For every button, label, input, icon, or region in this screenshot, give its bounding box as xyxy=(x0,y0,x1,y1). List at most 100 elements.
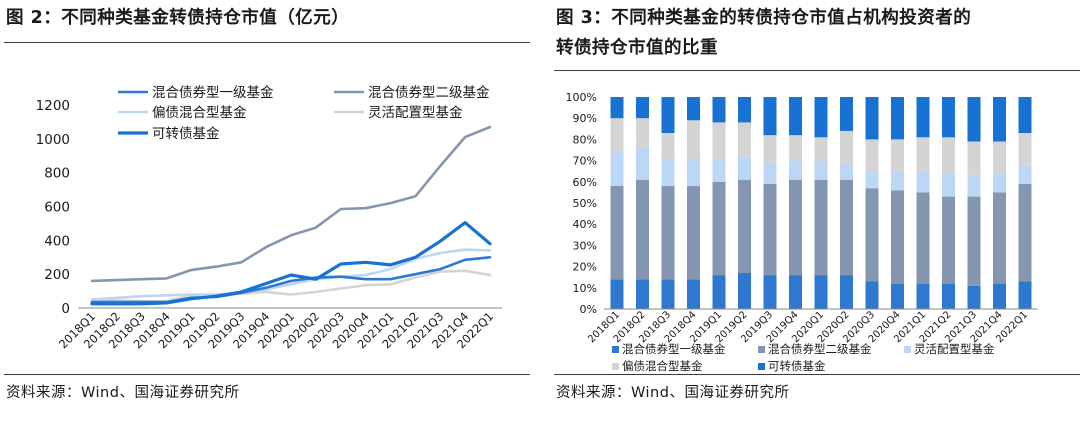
bar-segment-16-1 xyxy=(1018,183,1032,282)
left-title-rule xyxy=(4,42,530,43)
bar-segment-2-2 xyxy=(661,158,675,187)
legend-label-4: 可转债基金 xyxy=(152,125,220,142)
bar-segment-7-0 xyxy=(789,275,802,309)
bar-segment-1-3 xyxy=(636,118,649,148)
bar-segment-13-4 xyxy=(942,97,955,138)
y-tick-label-7: 70% xyxy=(573,155,597,168)
legend-label-3: 灵活配置型基金 xyxy=(368,104,463,121)
bar-segment-3-1 xyxy=(687,186,700,280)
y-tick-label-0: 0% xyxy=(580,303,597,316)
bar-segment-8-0 xyxy=(814,275,828,309)
legend-label-4: 可转债基金 xyxy=(768,359,826,373)
bar-segment-13-1 xyxy=(942,196,955,284)
bar-segment-4-2 xyxy=(712,158,726,182)
bar-segment-6-2 xyxy=(763,162,777,184)
bar-segment-8-3 xyxy=(814,137,828,161)
legend-label-0: 混合债券型一级基金 xyxy=(152,84,274,101)
bar-segment-15-1 xyxy=(993,192,1006,284)
bar-segment-9-0 xyxy=(840,275,853,309)
bar-segment-11-2 xyxy=(891,171,904,191)
legend-label-0: 混合债券型一级基金 xyxy=(622,342,726,356)
series-line-4 xyxy=(90,221,492,306)
bar-segment-3-2 xyxy=(687,158,700,187)
bar-segment-8-2 xyxy=(814,160,828,180)
right-bottom-rule xyxy=(554,374,1080,375)
legend-label-1: 混合债券型二级基金 xyxy=(768,342,872,356)
legend-label-2: 灵活配置型基金 xyxy=(914,342,995,356)
bar-segment-2-0 xyxy=(661,279,675,309)
bar-segment-7-2 xyxy=(789,160,802,180)
bar-segment-2-4 xyxy=(661,97,675,133)
bar-segment-3-3 xyxy=(687,120,700,159)
y-tick-label-1: 200 xyxy=(44,267,70,283)
left-chart-title: 图 2：不同种类基金转债持仓市值（亿元） xyxy=(6,8,350,28)
bar-segment-5-4 xyxy=(738,97,751,123)
bar-segment-0-1 xyxy=(610,186,624,280)
y-tick-label-3: 600 xyxy=(44,200,70,216)
y-tick-label-1: 10% xyxy=(573,282,597,295)
bar-segment-12-2 xyxy=(916,171,930,193)
bar-segment-8-1 xyxy=(814,179,828,276)
bar-segment-2-3 xyxy=(661,133,675,159)
legend-swatch-4 xyxy=(758,363,765,370)
bar-segment-8-4 xyxy=(814,97,828,138)
bar-segment-12-4 xyxy=(916,97,930,138)
bar-segment-12-1 xyxy=(916,192,930,284)
right-source-note: 资料来源：Wind、国海证券研究所 xyxy=(556,385,790,401)
bar-segment-9-1 xyxy=(840,179,853,276)
bar-segment-10-0 xyxy=(865,281,879,309)
bar-segment-11-4 xyxy=(891,97,904,140)
bar-segment-10-3 xyxy=(865,139,879,172)
legend-label-2: 偏债混合型基金 xyxy=(152,104,247,121)
bar-segment-3-0 xyxy=(687,279,700,309)
bar-segment-9-4 xyxy=(840,97,853,131)
y-tick-label-2: 20% xyxy=(573,261,597,274)
bar-segment-16-0 xyxy=(1018,281,1032,309)
bar-segment-0-3 xyxy=(610,118,624,153)
bar-segment-3-4 xyxy=(687,97,700,121)
bar-segment-9-3 xyxy=(840,130,853,163)
right-chart-title-line1: 图 3：不同种类基金的转债持仓市值占机构投资者的 xyxy=(556,8,972,28)
bar-segment-6-0 xyxy=(763,275,777,309)
bar-segment-14-3 xyxy=(967,141,981,176)
bar-segment-14-2 xyxy=(967,175,981,197)
bar-segment-7-4 xyxy=(789,97,802,136)
bar-segment-11-0 xyxy=(891,283,904,309)
bar-segment-15-2 xyxy=(993,173,1006,193)
bar-segment-10-4 xyxy=(865,97,879,140)
y-tick-label-10: 100% xyxy=(566,91,597,104)
bar-segment-10-2 xyxy=(865,171,879,189)
bar-segment-7-3 xyxy=(789,135,802,161)
bar-segment-1-2 xyxy=(636,147,649,180)
bar-segment-13-2 xyxy=(942,173,955,197)
bar-segment-14-4 xyxy=(967,97,981,142)
bar-segment-10-1 xyxy=(865,188,879,282)
legend-label-3: 偏债混合型基金 xyxy=(622,359,703,373)
y-tick-label-8: 80% xyxy=(573,133,597,146)
left-panel: 图 2：不同种类基金转债持仓市值（亿元） 0 200 400 600 800 1000 12… xyxy=(0,0,530,424)
bar-segment-0-2 xyxy=(610,152,624,186)
series-line-1 xyxy=(90,125,492,283)
bar-segment-11-1 xyxy=(891,190,904,284)
bar-segment-7-1 xyxy=(789,179,802,276)
bar-segment-11-3 xyxy=(891,139,904,172)
y-tick-label-5: 50% xyxy=(573,197,597,210)
line-chart: 0200400600800100012002018Q12018Q22018Q32… xyxy=(36,84,502,351)
bar-segment-16-2 xyxy=(1018,164,1032,184)
left-source-note: 资料来源：Wind、国海证券研究所 xyxy=(6,385,240,401)
bar-segment-0-0 xyxy=(610,279,624,309)
bar-segment-15-3 xyxy=(993,141,1006,174)
bar-segment-12-3 xyxy=(916,137,930,172)
y-tick-label-4: 800 xyxy=(44,166,70,182)
right-title-rule xyxy=(554,70,1080,71)
y-tick-label-3: 30% xyxy=(573,239,597,252)
y-tick-label-9: 90% xyxy=(573,112,597,125)
legend-swatch-1 xyxy=(758,346,765,353)
bar-segment-1-0 xyxy=(636,279,649,309)
bar-segment-0-4 xyxy=(610,97,624,119)
bar-segment-1-1 xyxy=(636,179,649,280)
bar-segment-16-3 xyxy=(1018,133,1032,165)
right-panel: 图 3：不同种类基金的转债持仓市值占机构投资者的 转债持仓市值的比重 0% 10%… xyxy=(550,0,1080,424)
bar-segment-6-1 xyxy=(763,183,777,276)
y-tick-label-2: 400 xyxy=(44,233,70,249)
